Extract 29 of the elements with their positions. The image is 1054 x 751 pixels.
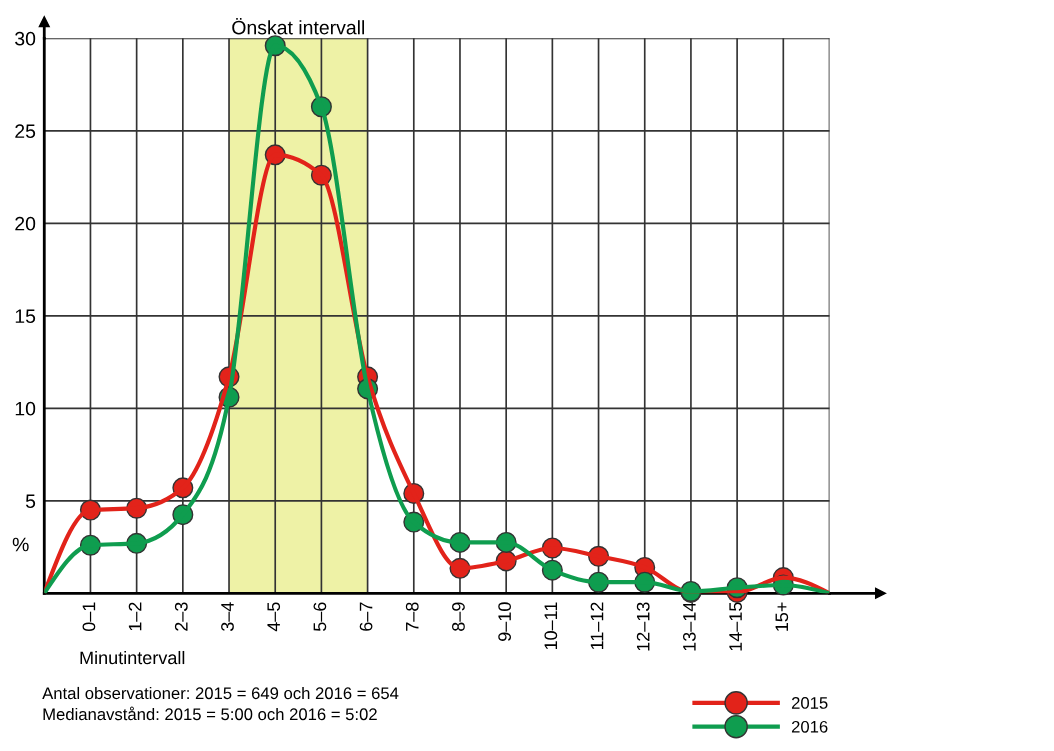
x-tick-label: 8–9	[452, 602, 465, 631]
x-tick-label: 9–10	[498, 602, 512, 641]
y-tick-label: 5	[25, 494, 36, 509]
x-tick-label: 2–3	[174, 602, 188, 631]
y-axis-title: %	[12, 537, 29, 552]
y-tick-label: 25	[15, 124, 36, 139]
x-tick-label: 11–12	[590, 602, 604, 650]
text: Medianavstånd: 2015 = 5:00 och 2016 = 5:02	[43, 706, 377, 721]
x-tick-label: 10–11	[544, 602, 558, 650]
band-label: Önskat intervall	[232, 17, 365, 35]
text: Antal observationer: 2015 = 649 och 2016 = 654	[42, 686, 399, 700]
x-tick-label: 6–7	[359, 602, 373, 631]
y-tick-label: 15	[15, 309, 36, 324]
x-tick-label: 0–1	[82, 602, 96, 632]
x-tick-label: 4–5	[267, 602, 281, 632]
x-tick-label: 12–13	[636, 602, 650, 651]
x-tick-label: 13–14	[682, 602, 696, 651]
legend-label: 2015	[791, 697, 828, 709]
x-tick-label: 3–4	[221, 602, 234, 632]
y-tick-label: 10	[15, 401, 36, 416]
x-tick-label: 14–15	[729, 602, 742, 651]
x-tick-label: 15+	[775, 602, 789, 631]
legend-label: 2016	[791, 720, 828, 733]
y-tick-label: 30	[15, 31, 36, 46]
y-tick-label: 20	[15, 216, 36, 231]
x-axis-title: Minutintervall	[80, 650, 185, 665]
x-tick-label: 1–2	[128, 602, 142, 631]
x-tick-label: 5–6	[313, 602, 327, 632]
x-tick-label: 7–8	[405, 602, 419, 631]
